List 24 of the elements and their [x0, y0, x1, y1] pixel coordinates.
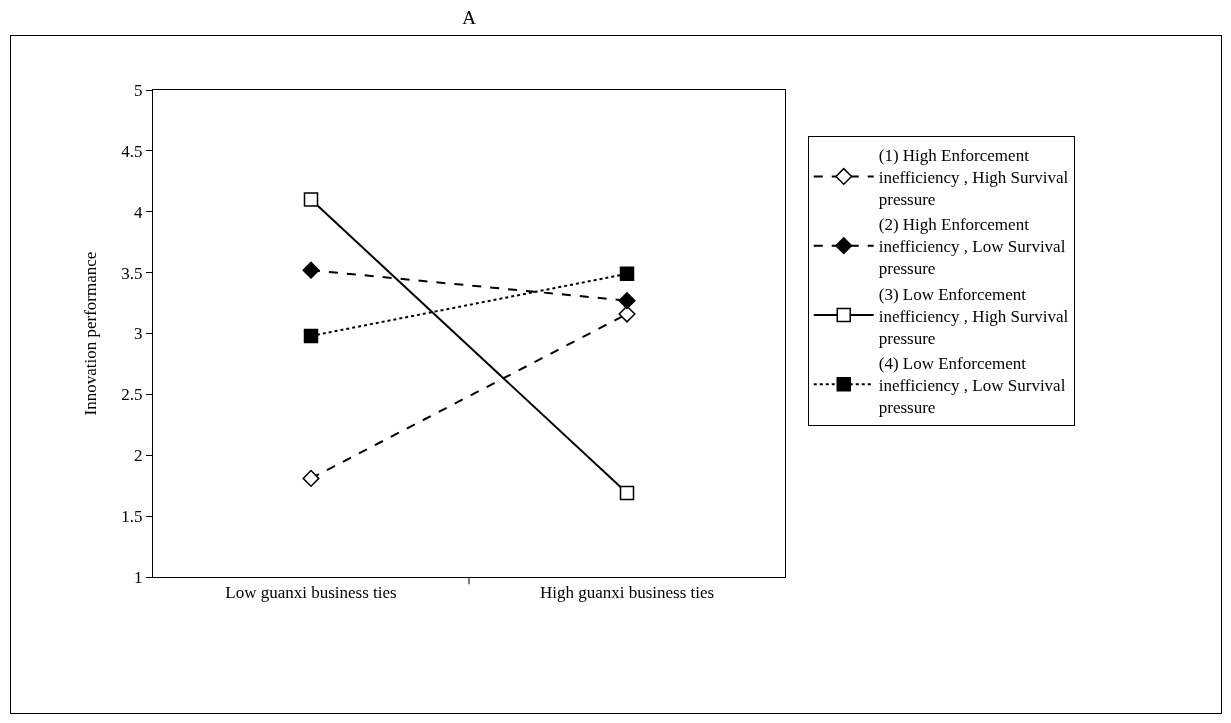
point: [303, 192, 319, 207]
point: [618, 292, 636, 310]
point: [303, 328, 319, 344]
chart-title: A: [462, 7, 477, 29]
x-tick-label: Low guanxi business ties: [225, 583, 397, 603]
y-tick-label: 4: [134, 202, 144, 222]
point: [302, 261, 320, 279]
y-axis-title: Innovation performance: [80, 251, 100, 416]
y-tick-label: 3.5: [121, 263, 143, 283]
y-tick-label: 1.5: [121, 507, 143, 527]
x-tick-label: High guanxi business ties: [539, 583, 715, 603]
y-tick-label: 2.5: [121, 385, 143, 405]
y-tick-label: 5: [134, 80, 143, 100]
y-tick-label: 1: [134, 567, 143, 587]
point: [302, 469, 320, 487]
legend-label: (4) Low Enforcement inefficiency , Low Survival pressure: [878, 353, 1066, 418]
point: [619, 485, 635, 501]
legend-label: (2) High Enforcement inefficiency , Low Survival pressure: [878, 215, 1066, 279]
point: [619, 266, 635, 282]
legend-label: (3) Low Enforcement inefficiency , High Survival pressure: [878, 284, 1069, 348]
y-tick-label: 2: [134, 446, 143, 466]
y-tick-label: 3: [134, 324, 143, 344]
y-tick-label: 4.5: [121, 141, 143, 161]
legend-label: (1) High Enforcement inefficiency , High Survival pressure: [878, 145, 1069, 210]
